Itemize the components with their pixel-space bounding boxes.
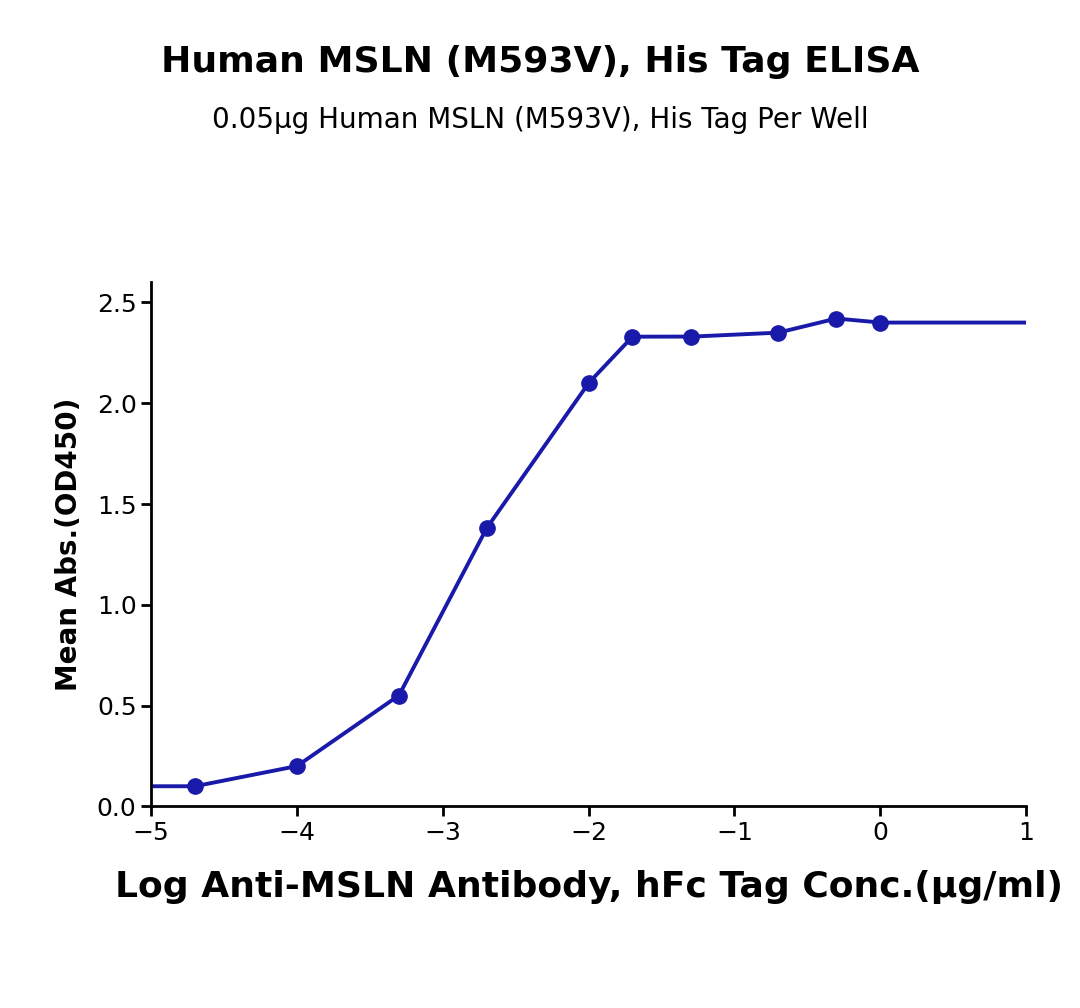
Point [288,758,306,774]
Point [580,375,597,391]
Point [478,520,496,536]
Point [187,778,204,794]
Point [770,325,787,341]
Y-axis label: Mean Abs.(OD450): Mean Abs.(OD450) [55,397,83,691]
X-axis label: Log Anti-MSLN Antibody, hFc Tag Conc.(μg/ml): Log Anti-MSLN Antibody, hFc Tag Conc.(μg… [114,870,1063,904]
Point [390,687,407,704]
Point [681,329,699,345]
Point [827,310,845,327]
Text: Human MSLN (M593V), His Tag ELISA: Human MSLN (M593V), His Tag ELISA [161,45,919,80]
Point [624,329,642,345]
Text: 0.05μg Human MSLN (M593V), His Tag Per Well: 0.05μg Human MSLN (M593V), His Tag Per W… [212,106,868,134]
Point [872,314,889,331]
